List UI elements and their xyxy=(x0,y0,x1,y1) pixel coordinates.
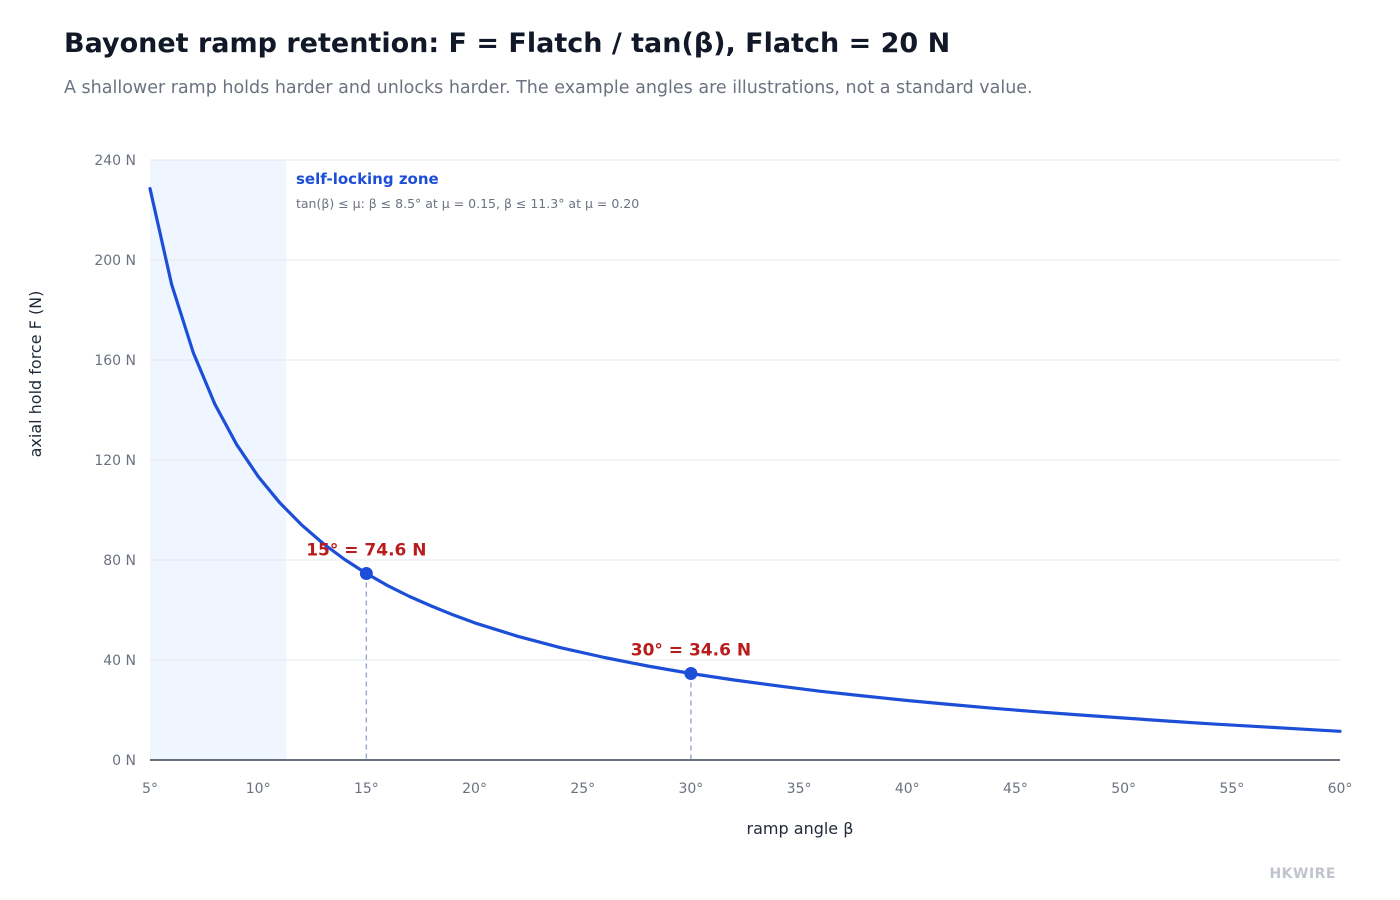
x-tick-label: 50° xyxy=(1111,781,1136,797)
chart-title: Bayonet ramp retention: F = Flatch / tan… xyxy=(64,28,951,59)
x-tick-label: 55° xyxy=(1219,781,1244,797)
y-tick-label: 120 N xyxy=(94,453,136,469)
annotation-point xyxy=(684,667,698,680)
annotation-point xyxy=(359,567,373,580)
x-tick-label: 5° xyxy=(142,781,158,797)
x-tick-label: 15° xyxy=(354,781,379,797)
x-tick-label: 35° xyxy=(787,781,812,797)
x-tick-label: 60° xyxy=(1328,781,1353,797)
brand-watermark: HKWIRE xyxy=(1269,866,1336,882)
x-tick-label: 30° xyxy=(678,781,703,797)
y-tick-label: 40 N xyxy=(103,653,136,669)
x-tick-label: 25° xyxy=(570,781,595,797)
y-axis-label: axial hold force F (N) xyxy=(26,291,45,458)
self-locking-zone-label: self-locking zone xyxy=(296,170,439,188)
y-tick-label: 160 N xyxy=(94,353,136,369)
self-locking-zone-note: tan(β) ≤ μ: β ≤ 8.5° at μ = 0.15, β ≤ 11… xyxy=(296,196,639,211)
y-tick-label: 240 N xyxy=(94,153,136,169)
x-tick-label: 45° xyxy=(1003,781,1028,797)
x-axis-label: ramp angle β xyxy=(747,819,854,838)
x-tick-label: 10° xyxy=(246,781,271,797)
x-tick-label: 20° xyxy=(462,781,487,797)
x-tick-label: 40° xyxy=(895,781,920,797)
y-tick-label: 200 N xyxy=(94,253,136,269)
annotation-label: 15° = 74.6 N xyxy=(306,541,426,561)
hold-force-curve xyxy=(148,186,1342,733)
y-tick-label: 0 N xyxy=(112,753,136,769)
y-tick-label: 80 N xyxy=(103,553,136,569)
annotation-label: 30° = 34.6 N xyxy=(631,641,751,661)
chart-subtitle: A shallower ramp holds harder and unlock… xyxy=(64,78,1033,98)
